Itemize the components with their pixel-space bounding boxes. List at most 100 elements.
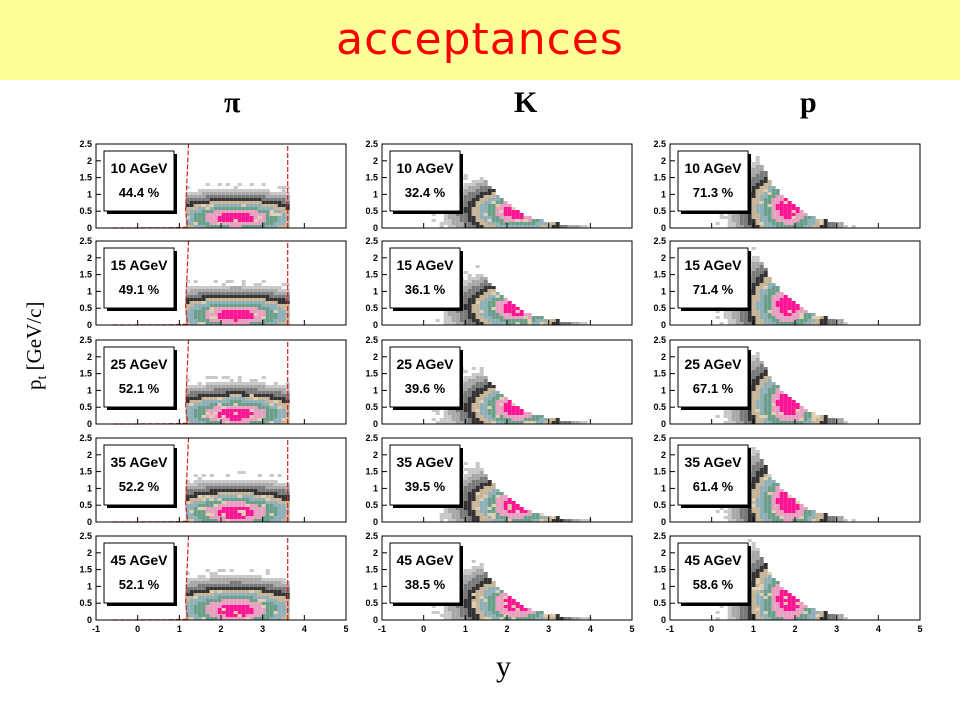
heatmap-cell (273, 316, 278, 319)
heatmap-cell (277, 222, 282, 225)
heatmap-cell (475, 412, 480, 415)
heatmap-cell (759, 262, 764, 265)
heatmap-cell (479, 566, 484, 569)
heatmap-cell (795, 403, 800, 406)
heatmap-cell (491, 415, 496, 418)
heatmap-cell (783, 198, 788, 201)
heatmap-cell (189, 418, 194, 421)
heatmap-cell (787, 301, 792, 304)
heatmap-cell (277, 519, 282, 522)
heatmap-cell (735, 225, 740, 228)
heatmap-cell (253, 575, 258, 578)
heatmap-cell (265, 513, 270, 516)
heatmap-cell (759, 204, 764, 207)
heatmap-cell (787, 219, 792, 222)
y-tick-label: 0 (373, 223, 378, 233)
heatmap-cell (225, 587, 230, 590)
heatmap-cell (527, 316, 532, 319)
heatmap-cell (811, 216, 816, 219)
heatmap-cell (237, 295, 242, 298)
energy-label: 10 AGeV (110, 160, 168, 176)
y-tick-label: 2.5 (365, 433, 378, 443)
heatmap-cell (205, 486, 210, 489)
heatmap-cell (475, 292, 480, 295)
heatmap-cell (755, 201, 760, 204)
heatmap-cell (771, 403, 776, 406)
heatmap-cell (285, 186, 290, 189)
heatmap-cell (823, 319, 828, 322)
heatmap-cell (491, 581, 496, 584)
heatmap-cell (763, 474, 768, 477)
heatmap-cell (731, 516, 736, 519)
heatmap-cell (495, 222, 500, 225)
heatmap-cell (269, 599, 274, 602)
heatmap-cell (193, 421, 198, 424)
heatmap-cell (479, 486, 484, 489)
heatmap-cell (763, 471, 768, 474)
heatmap-cell (527, 319, 532, 322)
heatmap-cell (237, 207, 242, 210)
heatmap-cell (233, 513, 238, 516)
heatmap-cell (767, 489, 772, 492)
heatmap-cell (253, 614, 258, 617)
heatmap-cell (237, 483, 242, 486)
heatmap-cell (229, 605, 234, 608)
heatmap-cell (755, 310, 760, 313)
heatmap-cell (201, 516, 206, 519)
heatmap-cell (759, 477, 764, 480)
heatmap-cell (791, 304, 796, 307)
heatmap-cell (217, 316, 222, 319)
heatmap-cell (233, 198, 238, 201)
heatmap-cell (775, 213, 780, 216)
heatmap-cell (543, 225, 548, 228)
heatmap-cell (483, 204, 488, 207)
heatmap-cell (727, 519, 732, 522)
heatmap-cell (471, 210, 476, 213)
heatmap-cell (213, 611, 218, 614)
y-tick-label: 2 (87, 253, 92, 263)
heatmap-cell (507, 614, 512, 617)
heatmap-cell (209, 614, 214, 617)
heatmap-cell (273, 397, 278, 400)
heatmap-cell (443, 611, 448, 614)
heatmap-cell (269, 207, 274, 210)
heatmap-cell (503, 596, 508, 599)
heatmap-cell (483, 307, 488, 310)
heatmap-cell (779, 412, 784, 415)
heatmap-cell (471, 189, 476, 192)
heatmap-cell (787, 310, 792, 313)
heatmap-cell (767, 180, 772, 183)
heatmap-cell (503, 510, 508, 513)
heatmap-cell (471, 222, 476, 225)
heatmap-cell (779, 319, 784, 322)
heatmap-cell (479, 289, 484, 292)
heatmap-cell (205, 480, 210, 483)
heatmap-cell (511, 316, 516, 319)
heatmap-cell (471, 590, 476, 593)
heatmap-cell (237, 379, 242, 382)
heatmap-cell (241, 201, 246, 204)
heatmap-cell (455, 213, 460, 216)
heatmap-cell (507, 204, 512, 207)
heatmap-cell (499, 406, 504, 409)
heatmap-cell (221, 289, 226, 292)
heatmap-cell (487, 319, 492, 322)
heatmap-cell (767, 501, 772, 504)
heatmap-cell (221, 394, 226, 397)
heatmap-cell (205, 483, 210, 486)
heatmap-cell (763, 379, 768, 382)
heatmap-cell (217, 504, 222, 507)
heatmap-cell (503, 412, 508, 415)
heatmap-cell (209, 516, 214, 519)
heatmap-cell (515, 617, 520, 620)
heatmap-cell (819, 415, 824, 418)
heatmap-cell (253, 219, 258, 222)
heatmap-cell (755, 397, 760, 400)
heatmap-cell (233, 204, 238, 207)
heatmap-cell (763, 492, 768, 495)
heatmap-cell (269, 292, 274, 295)
heatmap-cell (775, 397, 780, 400)
heatmap-cell (221, 415, 226, 418)
heatmap-cell (249, 204, 254, 207)
heatmap-cell (755, 322, 760, 325)
